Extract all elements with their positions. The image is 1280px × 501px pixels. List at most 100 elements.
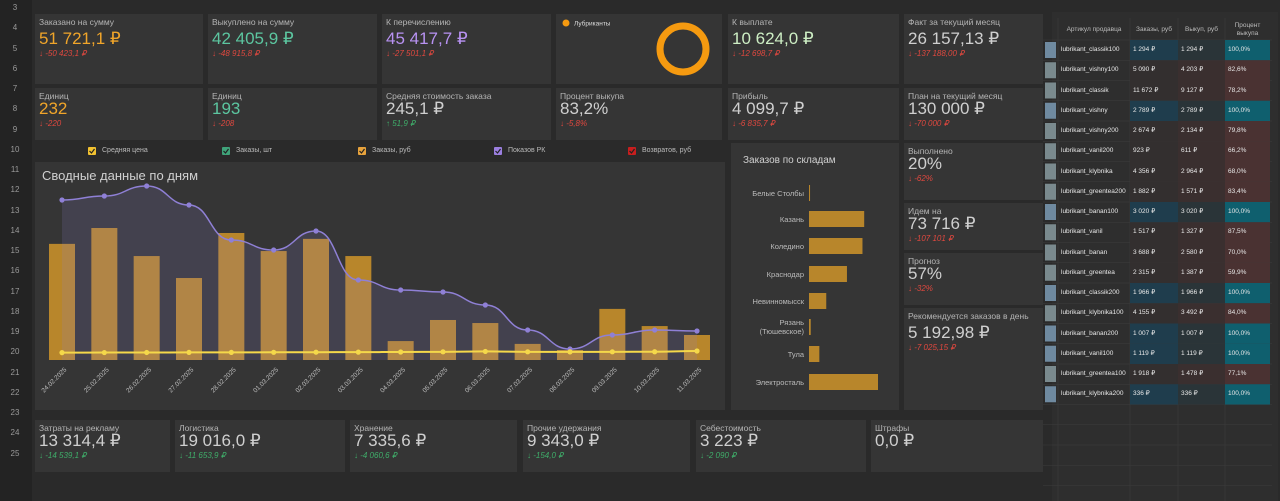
line-point xyxy=(186,202,192,208)
y-tick-label: Тула xyxy=(787,349,804,359)
table-cell: 1 966 ₽ xyxy=(1133,289,1156,296)
product-thumbnail xyxy=(1045,345,1056,362)
cell-bg xyxy=(1178,222,1225,243)
kpi-label: Хранение xyxy=(354,423,393,433)
table-cell: 82,6% xyxy=(1228,66,1247,74)
kpi-label: Прибыль xyxy=(732,91,768,101)
table-cell: 77,1% xyxy=(1228,370,1247,377)
kpi-card: Выкуплено на сумму 42 405,9 ₽ ↓ -48 915,8 … xyxy=(208,14,377,84)
legend-label: Возвратов, руб xyxy=(642,147,692,154)
legend-checkbox xyxy=(628,147,636,155)
table-cell: 1 882 ₽ xyxy=(1133,187,1156,195)
kpi-delta: ↓ -4 060,6 ₽ xyxy=(354,451,397,460)
table-cell: 70,0% xyxy=(1228,248,1247,256)
cell-bg xyxy=(1178,384,1225,405)
line-point xyxy=(313,228,319,234)
product-thumbnail xyxy=(1045,204,1056,220)
kpi-value: 42 405,9 ₽ xyxy=(212,29,294,48)
kpi-value: 4 099,7 ₽ xyxy=(732,99,805,118)
bar xyxy=(809,266,847,282)
table-cell: 1 966 ₽ xyxy=(1181,289,1204,296)
kpi-delta: ↓ -154,0 ₽ xyxy=(527,451,564,460)
product-thumbnail xyxy=(1045,163,1056,180)
cell-bg xyxy=(1130,141,1178,162)
table-cell: 611 ₽ xyxy=(1181,147,1198,155)
line-point xyxy=(101,349,107,356)
legend-check xyxy=(629,148,635,154)
y-tick-label: Казань xyxy=(779,214,804,224)
legend-label: Средняя цена xyxy=(102,147,148,154)
kpi-label: Заказано на сумму xyxy=(39,17,115,27)
legend-label: Лубриканты xyxy=(574,20,611,28)
kpi-label: Средняя стоимость заказа xyxy=(386,91,492,101)
product-thumbnail xyxy=(1045,264,1056,281)
table-cell: 9 127 ₽ xyxy=(1181,86,1204,94)
kpi-delta: ↓ -11 653,9 ₽ xyxy=(179,451,226,460)
product-thumbnail xyxy=(1045,366,1056,382)
line-point xyxy=(59,197,65,203)
kpi-value: 83,2% xyxy=(560,99,609,118)
kpi-delta: ↓ -6 835,7 ₽ xyxy=(732,119,775,128)
bar xyxy=(809,211,865,227)
kpi-value: 5 192,98 ₽ xyxy=(908,323,990,342)
legend-checkbox xyxy=(88,147,96,155)
bar xyxy=(303,238,329,360)
chart-title: Сводные данные по дням xyxy=(42,168,198,183)
line-point xyxy=(525,327,531,333)
row-header-column xyxy=(0,0,32,501)
kpi-value: 45 417,7 ₽ xyxy=(386,29,468,48)
line-point xyxy=(567,349,573,355)
kpi-delta: ↓ -12 698,7 ₽ xyxy=(732,49,780,58)
cell-bg xyxy=(1178,303,1225,324)
table-cell: 100,0% xyxy=(1228,329,1251,337)
table-cell: 87,5% xyxy=(1228,228,1247,236)
kpi-label: Логистика xyxy=(179,423,219,433)
kpi-label: К выплате xyxy=(732,17,773,27)
line-point xyxy=(101,193,107,199)
kpi-value: 57% xyxy=(908,264,943,283)
cell-bg xyxy=(1178,60,1225,81)
row-number: 10 xyxy=(10,144,20,154)
kpi-card: Штрафы 0,0 ₽ xyxy=(871,420,1043,472)
line-point xyxy=(694,348,700,354)
row-number: 19 xyxy=(10,327,20,336)
donut-slice xyxy=(656,22,710,76)
kpi-value: 10 624,0 ₽ xyxy=(732,29,814,48)
table-cell: lubrikant_greentea xyxy=(1061,268,1115,276)
bar xyxy=(809,185,811,201)
line-point xyxy=(482,302,488,308)
cell-bg xyxy=(1178,202,1225,223)
table-cell: 84,0% xyxy=(1228,309,1247,317)
cell-bg xyxy=(1130,202,1178,223)
bar xyxy=(809,319,811,335)
legend-checkbox xyxy=(358,147,366,155)
bar xyxy=(218,233,245,360)
row-number: 25 xyxy=(10,448,20,458)
product-thumbnail xyxy=(1045,82,1056,99)
bar xyxy=(176,278,202,360)
table-cell: 1 294 ₽ xyxy=(1133,46,1156,53)
kpi-card: Заказано на сумму 51 721,1 ₽ ↓ -50 423,1 ₽ xyxy=(35,14,203,84)
line-point xyxy=(228,349,234,356)
line-point xyxy=(440,349,446,355)
table-cell: 336 ₽ xyxy=(1133,390,1150,398)
row-number: 24 xyxy=(10,428,20,438)
table-cell: 923 ₽ xyxy=(1133,147,1150,155)
table-cell: lubrikant_klybnika xyxy=(1061,167,1113,175)
line-point xyxy=(398,349,404,355)
table-cell: lubrikant_greentea200 xyxy=(1061,187,1126,195)
row-number: 12 xyxy=(10,185,20,195)
y-tick-label: Белые Столбы xyxy=(752,188,804,198)
legend-check xyxy=(89,148,95,154)
table-cell: 68,0% xyxy=(1228,167,1247,175)
kpi-card: К перечислению 45 417,7 ₽ ↓ -27 501,1 ₽ xyxy=(382,14,551,84)
table-cell: 2 964 ₽ xyxy=(1181,167,1204,175)
product-thumbnail xyxy=(1045,42,1056,58)
table-cell: 100,0% xyxy=(1228,349,1251,357)
bar xyxy=(133,256,160,360)
product-thumbnail xyxy=(1045,183,1056,200)
bar xyxy=(557,349,583,360)
kpi-label: Штрафы xyxy=(875,423,910,433)
line-point xyxy=(652,327,658,333)
row-number: 7 xyxy=(12,84,18,93)
